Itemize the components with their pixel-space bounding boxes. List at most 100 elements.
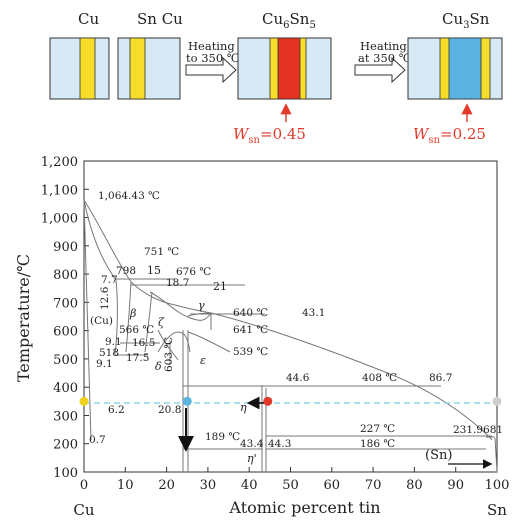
annotation-label: 227 ℃	[360, 423, 395, 435]
w1-label: Wsn=0.45	[233, 125, 306, 146]
annotation-label: 539 ℃	[233, 346, 268, 358]
panel-cu3sn	[407, 37, 503, 100]
annotation-label: 15	[147, 264, 161, 277]
panel-cu-sn	[49, 37, 110, 100]
annotation-label: 18.7	[166, 277, 189, 289]
annotation-label: 518	[99, 347, 119, 359]
arrow1-line2: to 350 ℃	[186, 51, 240, 65]
cu-solidus	[83, 199, 118, 355]
x-tick-label: 10	[117, 478, 134, 493]
eps-top	[187, 312, 212, 330]
y-tick-label: 400	[53, 381, 78, 396]
x-end-left: Cu	[73, 501, 94, 519]
w2-label: Wsn=0.25	[413, 125, 486, 146]
annotation-label: 16.5	[132, 337, 155, 349]
annotation-label: 566 ℃	[119, 324, 154, 336]
annotation-label: 9.1	[96, 358, 113, 370]
x-tick-label: 60	[324, 478, 341, 493]
arrow2-line1: Heating	[360, 39, 407, 53]
eps-boundary	[187, 331, 231, 353]
annotation-label: 1,064.43 ℃	[98, 190, 160, 202]
annotation-label: 86.7	[429, 372, 452, 384]
y-tick-label: 1,000	[41, 212, 78, 227]
annotation-label: 44.3	[268, 438, 291, 450]
label-sncu: Sn Cu	[137, 10, 183, 28]
x-tick-label: 40	[241, 478, 258, 493]
markers	[79, 396, 502, 406]
plot-frame	[83, 160, 498, 473]
annotation-label: ε	[200, 354, 206, 367]
invariant-lines	[115, 278, 492, 450]
beta-right	[144, 291, 153, 353]
y-tick-label: 300	[53, 409, 78, 424]
annotation-label: 6.2	[108, 404, 125, 416]
arrow2-line2: at 350 ℃	[358, 51, 412, 65]
x-tick-label: 30	[200, 478, 217, 493]
gamma-top	[149, 291, 212, 321]
annotation-label: 751 ℃	[144, 246, 179, 258]
x-tick-label: 100	[485, 478, 510, 493]
x-axis-label: Atomic percent tin	[228, 498, 380, 517]
x-end-right: Sn	[487, 501, 507, 519]
sn-solvus	[494, 437, 498, 473]
annotation-label: 43.4	[240, 438, 264, 450]
y-tick-label: 100	[53, 466, 78, 481]
annotation-label: 186 ℃	[360, 438, 395, 450]
cu-solvus	[83, 199, 92, 441]
annotation-label: 12.6	[99, 286, 111, 310]
heating-arrow-1: Heating to 350 ℃	[185, 39, 240, 84]
annotation-label: (Cu)	[90, 315, 113, 327]
x-tick-label: 80	[406, 478, 423, 493]
annotation-label: η	[240, 401, 247, 414]
annotation-label: γ	[198, 299, 205, 312]
x-tick-label: 90	[447, 478, 464, 493]
annotation-label: 20.8	[158, 404, 181, 416]
annotation-label: η'	[247, 452, 257, 465]
annotation-label: 43.1	[302, 307, 325, 319]
phase-diagram: Temperature/℃ Atomic percent tin Cu Sn 1…	[14, 155, 509, 519]
annotation-label: 798	[116, 265, 136, 277]
annotation-label: (Sn)	[425, 448, 452, 463]
y-axis-label: Temperature/℃	[14, 254, 33, 382]
panel-sn-cu	[117, 37, 181, 100]
annotation-label: 640 ℃	[233, 307, 268, 319]
axis-ticks: 1002003004005006007008009001,0001,1001,2…	[41, 155, 510, 493]
marker-point-1	[182, 396, 192, 406]
label-cu: Cu	[78, 10, 99, 28]
annotation-label: 603 ℃	[163, 337, 175, 372]
phase-cu3sn-label: Cu3Sn	[442, 10, 490, 31]
y-tick-label: 1,100	[41, 183, 78, 198]
arrow1-line1: Heating	[188, 39, 235, 53]
annotation-label: δ	[155, 360, 162, 373]
annotation-label: 189 ℃	[205, 431, 240, 443]
x-tick-label: 70	[365, 478, 382, 493]
y-tick-label: 900	[53, 240, 78, 255]
y-tick-label: 500	[53, 353, 78, 368]
annotation-label: 9.1	[105, 336, 122, 348]
liquidus-curve	[83, 199, 493, 441]
annotation-label: 17.5	[126, 352, 149, 364]
heating-arrow-2: Heating at 350 ℃	[354, 39, 412, 84]
schematic: Cu Sn Cu Heating to 350 ℃ Cu6Sn5 Wsn=0.4…	[49, 10, 503, 146]
annotation-label: 231.9681	[453, 424, 503, 436]
x-tick-label: 0	[80, 478, 88, 493]
marker-point-3	[492, 396, 502, 406]
y-tick-label: 1,200	[41, 155, 78, 170]
annotation-label: ζ	[158, 316, 165, 329]
annotation-label: β	[129, 307, 136, 320]
annotation-label: 21	[213, 280, 227, 293]
phase-cu6sn5-label: Cu6Sn5	[262, 10, 316, 31]
y-tick-label: 800	[53, 268, 78, 283]
annotations: 1,064.43 ℃ 751 ℃ 798 15 676 ℃ 7.7 18.7 21 12.6 γ 6…	[89, 190, 503, 465]
phase-boundaries	[83, 199, 498, 473]
x-tick-label: 50	[282, 478, 299, 493]
x-tick-label: 20	[158, 478, 175, 493]
beta-left	[125, 281, 132, 353]
marker-point-2	[263, 396, 273, 406]
annotation-label: 408 ℃	[362, 372, 397, 384]
y-tick-label: 600	[53, 325, 78, 340]
annotation-label: 676 ℃	[176, 266, 211, 278]
y-tick-label: 700	[53, 296, 78, 311]
annotation-label: 641 ℃	[233, 324, 268, 336]
